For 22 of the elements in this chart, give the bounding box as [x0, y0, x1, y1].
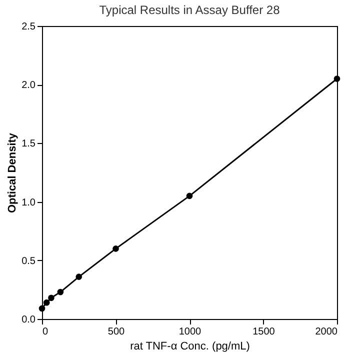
x-tick-label: 2000	[315, 326, 338, 338]
x-tick-label: 1000	[178, 326, 202, 338]
x-tick-label: 0	[42, 326, 48, 338]
y-tick-label: 1.5	[22, 138, 36, 150]
chart-title: Typical Results in Assay Buffer 28	[99, 3, 280, 17]
point	[186, 192, 193, 200]
x-tick-label: 1500	[252, 326, 276, 338]
point	[43, 299, 50, 306]
point	[112, 246, 119, 252]
y-tick-label: 2.0	[22, 80, 36, 92]
x-axis-title: rat TNF-α Conc. (pg/mL)	[130, 340, 250, 352]
y-axis-title: Optical Density	[6, 132, 19, 214]
y-tick-label: 0.0	[22, 314, 36, 326]
x-tick-label: 500	[108, 326, 126, 338]
point	[48, 294, 54, 302]
point	[57, 288, 64, 296]
point	[38, 305, 46, 312]
y-tick-label: 2.5	[22, 22, 36, 32]
point	[334, 76, 340, 82]
y-tick-label: 1.0	[22, 197, 36, 208]
point	[76, 274, 82, 280]
y-tick-label: 0.5	[22, 256, 36, 267]
